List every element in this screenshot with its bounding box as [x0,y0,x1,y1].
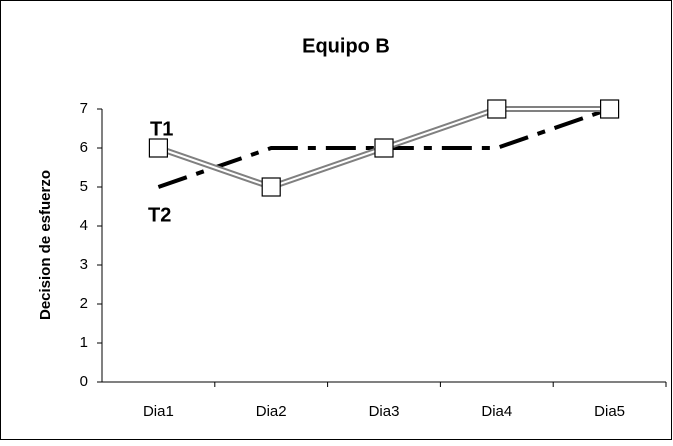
y-tick-label: 4 [80,217,88,234]
marker [599,99,620,119]
y-axis-label: Decision de esfuerzo [37,170,54,320]
y-tick-label: 1 [80,334,88,351]
x-tick-label: Dia5 [594,403,625,420]
x-tick-label: Dia2 [256,403,287,420]
x-tick-label: Dia1 [143,403,174,420]
chart-title: Equipo B [302,35,390,57]
marker [148,138,168,158]
x-tick-label: Dia4 [481,403,512,420]
y-tick-label: 5 [80,178,88,195]
y-tick-label: 0 [80,373,88,390]
marker [374,138,394,158]
legend-label: T1 [150,118,173,140]
y-tick-label: 3 [80,256,88,273]
y-tick-label: 2 [80,295,88,312]
y-tick-label: 6 [80,139,88,156]
marker [261,177,281,197]
x-tick-label: Dia3 [369,403,400,420]
y-tick-label: 7 [80,100,88,117]
marker [487,99,507,119]
legend-label: T2 [148,204,171,226]
